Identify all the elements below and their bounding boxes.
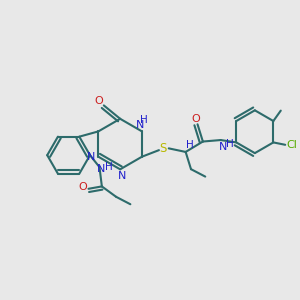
- Text: H: H: [226, 139, 233, 148]
- Text: H: H: [104, 162, 112, 172]
- Text: N: N: [219, 142, 227, 152]
- Text: O: O: [79, 182, 88, 192]
- Text: Cl: Cl: [286, 140, 297, 150]
- Text: H: H: [140, 115, 147, 125]
- Text: S: S: [160, 142, 167, 155]
- Text: H: H: [186, 140, 194, 149]
- Text: N: N: [87, 152, 95, 162]
- Text: O: O: [94, 96, 103, 106]
- Text: N: N: [97, 164, 105, 175]
- Text: N: N: [118, 171, 127, 181]
- Text: N: N: [135, 120, 144, 130]
- Text: O: O: [192, 114, 200, 124]
